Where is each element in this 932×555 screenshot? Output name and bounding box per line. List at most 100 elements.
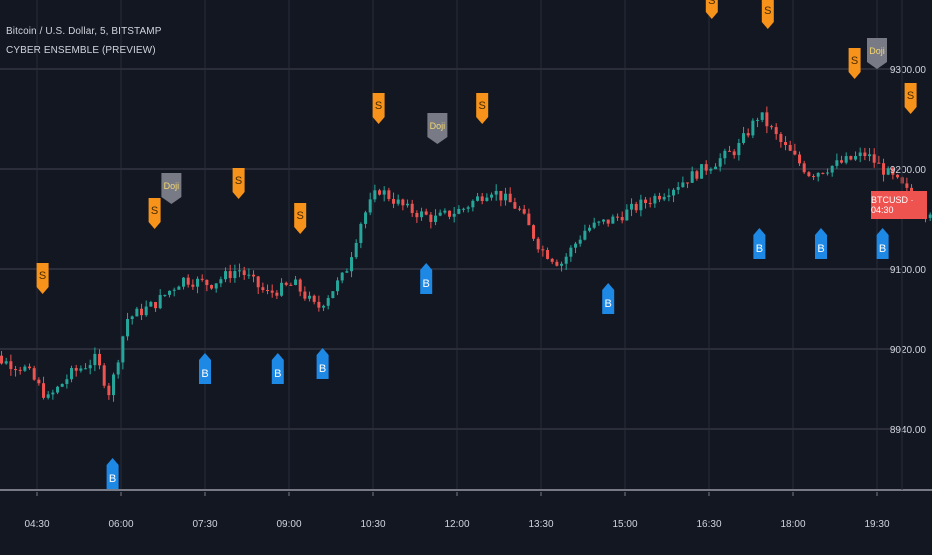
candle-body	[126, 319, 130, 337]
buy-signal-marker[interactable]: B	[420, 263, 433, 294]
candle-body	[751, 120, 755, 136]
sell-signal-marker[interactable]: S	[36, 263, 49, 294]
candle-body	[438, 212, 442, 216]
time-tick-label: 18:00	[780, 519, 805, 530]
buy-marker-shape	[753, 228, 766, 259]
buy-signal-marker[interactable]: B	[815, 228, 827, 259]
candle-body	[70, 367, 74, 380]
candle-body	[616, 216, 620, 218]
buy-signal-marker[interactable]: B	[753, 228, 766, 259]
candle-body	[798, 154, 802, 164]
buy-marker-text: B	[109, 473, 116, 485]
candle-body	[130, 316, 134, 320]
doji-signal-marker[interactable]: Doji	[867, 38, 887, 69]
buy-signal-marker[interactable]: B	[876, 228, 889, 259]
candle-body	[877, 162, 881, 164]
sell-marker-text: S	[708, 0, 715, 7]
buy-marker-text: B	[605, 298, 612, 310]
sell-signal-marker[interactable]: S	[372, 93, 385, 124]
signal-markers-layer: BBSSDojiSSBBBSDojiSBBSSBBBSDojiSBSDojiSB…	[36, 0, 917, 489]
candle-body	[896, 174, 900, 178]
candle-body	[462, 208, 466, 210]
candle-body	[326, 297, 330, 306]
candle-body	[802, 163, 806, 173]
buy-signal-marker[interactable]: B	[199, 353, 211, 384]
candle-body	[168, 290, 172, 295]
time-tick-label: 06:00	[108, 519, 133, 530]
candle-body	[88, 365, 92, 369]
symbol-legend[interactable]: Bitcoin / U.S. Dollar, 5, BITSTAMP	[6, 26, 162, 37]
candle-body	[23, 366, 27, 371]
candle-body	[928, 214, 932, 218]
time-tick-label: 12:00	[444, 519, 469, 530]
candle-body	[65, 379, 69, 384]
candle-body	[518, 208, 522, 210]
candle-body	[756, 119, 760, 121]
buy-signal-marker[interactable]: B	[106, 458, 119, 489]
candle-body	[546, 250, 550, 259]
candle-body	[401, 199, 405, 206]
candle-body	[154, 302, 158, 309]
sell-signal-marker[interactable]: S	[705, 0, 718, 19]
candle-body	[368, 199, 372, 213]
candle-body	[406, 203, 410, 206]
candle-body	[471, 200, 475, 208]
candle-body	[298, 279, 302, 292]
sell-signal-marker[interactable]: S	[761, 0, 774, 29]
price-tick-label: 9100.00	[890, 265, 927, 276]
doji-signal-marker[interactable]: Doji	[161, 173, 182, 204]
candle-body	[51, 392, 55, 395]
candle-body	[690, 171, 694, 183]
sell-marker-shape	[232, 168, 245, 199]
candle-body	[639, 199, 643, 211]
buy-marker-text: B	[201, 368, 208, 380]
candle-body	[354, 242, 358, 258]
buy-marker-shape	[420, 263, 433, 294]
sell-signal-marker[interactable]: S	[148, 198, 161, 229]
buy-signal-marker[interactable]: B	[271, 353, 284, 384]
price-tick-label: 9200.00	[890, 165, 927, 176]
candle-body	[644, 199, 648, 204]
candle-body	[135, 308, 139, 317]
candle-body	[490, 194, 494, 198]
doji-signal-marker[interactable]: Doji	[427, 113, 448, 144]
sell-signal-marker[interactable]: S	[294, 203, 307, 234]
candle-body	[294, 279, 298, 286]
candle-body	[79, 368, 83, 371]
sell-signal-marker[interactable]: S	[904, 83, 917, 114]
buy-marker-shape	[271, 353, 284, 384]
sell-marker-shape	[36, 263, 49, 294]
candle-body	[247, 274, 251, 276]
sell-marker-text: S	[479, 100, 486, 112]
candle-body	[634, 203, 638, 211]
candle-body	[816, 172, 820, 177]
candle-body	[261, 287, 265, 291]
indicator-legend[interactable]: CYBER ENSEMBLE (PREVIEW)	[6, 45, 156, 56]
candle-body	[14, 369, 18, 371]
candle-body	[275, 292, 279, 296]
price-tick-label: 8940.00	[890, 425, 927, 436]
candle-body	[606, 219, 610, 224]
candle-body	[121, 336, 125, 363]
sell-signal-marker[interactable]: S	[848, 48, 861, 79]
buy-signal-marker[interactable]: B	[602, 283, 615, 314]
candle-body	[149, 302, 153, 307]
doji-marker-text: Doji	[869, 46, 885, 56]
sell-signal-marker[interactable]: S	[476, 93, 489, 124]
candle-body	[611, 216, 615, 224]
candle-body	[700, 164, 704, 179]
candle-body	[196, 278, 200, 287]
candle-body	[578, 239, 582, 244]
candle-body	[770, 126, 774, 128]
sell-marker-shape	[476, 93, 489, 124]
candle-body	[144, 306, 148, 316]
sell-signal-marker[interactable]: S	[232, 168, 245, 199]
doji-marker-text: Doji	[430, 121, 446, 131]
candle-body	[392, 199, 396, 204]
candle-body	[728, 150, 732, 152]
candle-body	[280, 282, 284, 296]
candle-body	[429, 214, 433, 222]
buy-signal-marker[interactable]: B	[316, 348, 329, 379]
